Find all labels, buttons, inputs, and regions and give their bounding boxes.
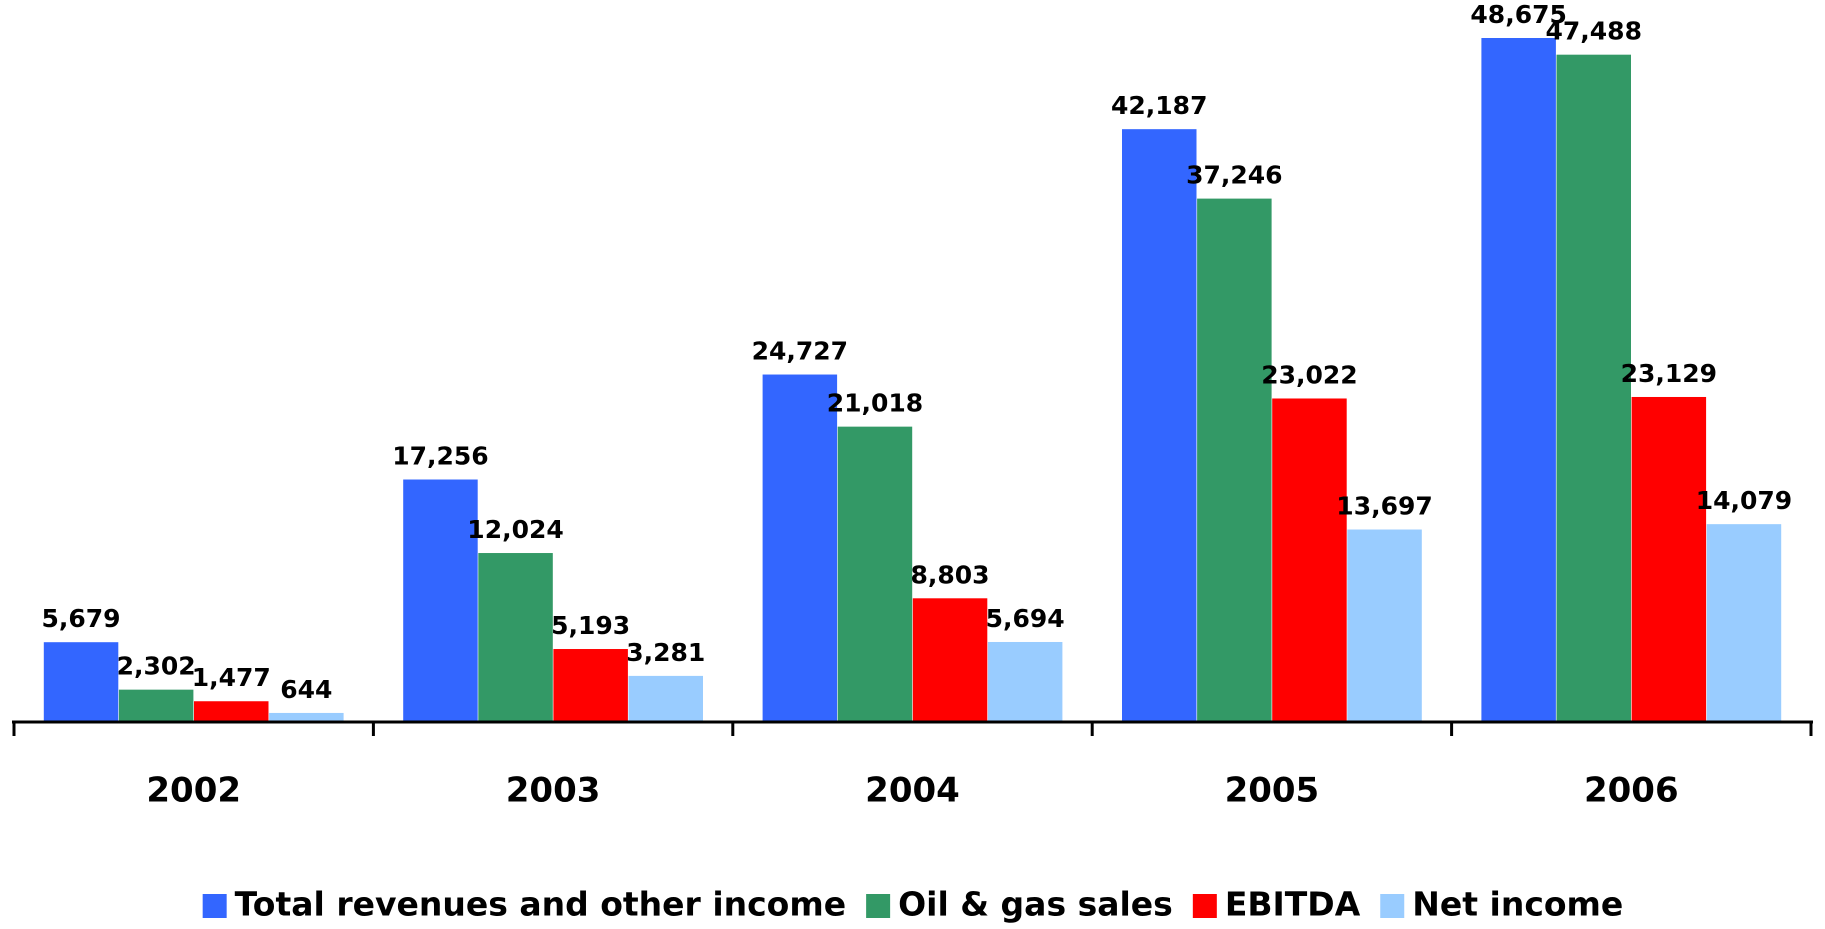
legend-label: Total revenues and other income — [235, 885, 846, 924]
value-label: 3,281 — [626, 638, 705, 667]
bar — [837, 426, 913, 722]
bar — [987, 641, 1063, 722]
bar — [478, 553, 553, 722]
bar — [1706, 524, 1782, 722]
legend-label: Oil & gas sales — [898, 885, 1173, 924]
bar — [118, 689, 194, 722]
legend-swatch — [202, 894, 227, 918]
value-label: 2,302 — [117, 652, 196, 681]
value-label: 47,488 — [1546, 17, 1642, 46]
bar — [43, 642, 119, 722]
value-label: 37,246 — [1186, 161, 1282, 190]
value-label: 42,187 — [1111, 91, 1207, 120]
bar — [1272, 398, 1347, 722]
value-label: 48,675 — [1470, 0, 1566, 29]
value-label: 17,256 — [392, 442, 488, 471]
value-label: 1,477 — [192, 663, 271, 692]
value-label: 5,193 — [551, 611, 630, 640]
legend-swatch — [1380, 894, 1405, 918]
bar — [1122, 129, 1197, 723]
bar — [912, 598, 988, 722]
value-label: 23,022 — [1261, 360, 1357, 389]
value-label: 13,697 — [1336, 492, 1432, 521]
x-tick-label: 2002 — [146, 771, 241, 811]
value-label: 21,018 — [827, 389, 923, 418]
legend-swatch — [1192, 894, 1217, 918]
legend-label: EBITDA — [1225, 885, 1361, 924]
legend-swatch — [866, 894, 891, 918]
value-label: 8,803 — [911, 560, 990, 589]
bar — [1556, 54, 1631, 723]
value-label: 12,024 — [467, 515, 563, 544]
bar — [628, 675, 703, 722]
value-label: 5,694 — [986, 604, 1065, 633]
x-tick-label: 2004 — [865, 771, 960, 811]
value-label: 5,679 — [42, 604, 121, 633]
bar — [1481, 38, 1556, 722]
bar — [762, 374, 838, 722]
bar — [269, 712, 344, 722]
bar — [1347, 529, 1422, 722]
value-label: 23,129 — [1621, 359, 1717, 388]
legend-label: Net income — [1412, 885, 1623, 924]
value-label: 14,079 — [1696, 486, 1792, 515]
x-tick-label: 2003 — [506, 771, 601, 811]
x-tick-label: 2006 — [1584, 771, 1679, 811]
bar — [553, 649, 628, 722]
bar — [194, 701, 269, 722]
bar — [1197, 198, 1272, 723]
bar — [1631, 396, 1707, 722]
bar — [403, 479, 478, 722]
value-label: 644 — [280, 675, 332, 704]
x-tick-label: 2005 — [1225, 771, 1320, 811]
value-label: 24,727 — [752, 337, 848, 366]
